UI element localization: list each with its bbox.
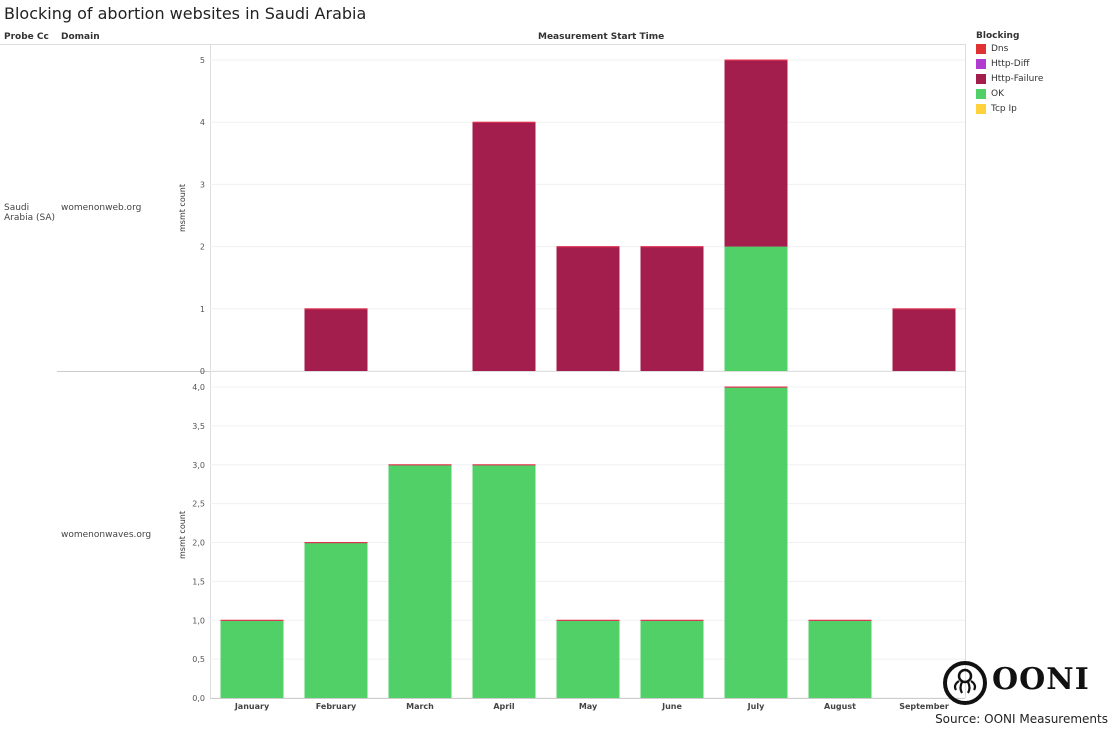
y-tick-label: 3,5	[192, 422, 205, 431]
legend-label: Dns	[991, 44, 1009, 54]
legend-label: OK	[991, 89, 1004, 99]
bar-top-edge	[472, 464, 536, 466]
bar-http-failure-february	[304, 308, 368, 371]
y-tick-label: 1,5	[192, 577, 205, 586]
x-tick-label: March	[406, 702, 434, 711]
header-domain: Domain	[61, 32, 100, 42]
bar-top-edge	[808, 619, 872, 621]
bar-http-failure-may	[556, 246, 620, 371]
bar-ok-august	[808, 620, 872, 698]
x-tick-label: January	[234, 702, 270, 711]
header-measurement-start-time: Measurement Start Time	[538, 32, 665, 42]
bar-http-failure-september	[892, 308, 956, 371]
bar-top-edge	[220, 619, 284, 621]
x-tick-label: May	[579, 702, 598, 711]
y-tick-label: 4	[200, 118, 205, 127]
y-tick-label: 1,0	[192, 616, 205, 625]
y-axis-label: msmt count	[178, 184, 187, 232]
bar-top-edge	[724, 386, 788, 388]
legend-swatch	[976, 74, 986, 84]
y-tick-label: 0,0	[192, 694, 205, 703]
y-axis-label: msmt count	[178, 511, 187, 559]
bar-http-failure-july	[724, 60, 788, 247]
legend-item-tcp-ip[interactable]: Tcp Ip	[976, 104, 1017, 114]
bar-ok-may	[556, 620, 620, 698]
bar-top-edge	[304, 542, 368, 544]
y-tick-label: 0,5	[192, 655, 205, 664]
bar-http-failure-april	[472, 122, 536, 371]
bar-ok-february	[304, 542, 368, 698]
source-note: Source: OONI Measurements	[935, 712, 1108, 726]
bar-top-edge	[892, 308, 956, 310]
y-tick-label: 4,0	[192, 383, 205, 392]
y-tick-label: 5	[200, 56, 205, 65]
legend-swatch	[976, 104, 986, 114]
row-label-domain-1: womenonweb.org	[61, 203, 142, 213]
bar-top-edge	[640, 619, 704, 621]
legend-swatch	[976, 59, 986, 69]
ooni-octopus-logo	[943, 661, 987, 705]
y-tick-label: 0	[200, 367, 205, 376]
legend-swatch	[976, 89, 986, 99]
legend-item-ok[interactable]: OK	[976, 89, 1004, 99]
bar-http-failure-june	[640, 246, 704, 371]
y-tick-label: 2	[200, 243, 205, 252]
y-tick-label: 1	[200, 305, 205, 314]
bar-top-edge	[556, 246, 620, 248]
x-tick-label: February	[316, 702, 357, 711]
y-tick-label: 3,0	[192, 461, 205, 470]
legend-item-dns[interactable]: Dns	[976, 44, 1008, 54]
y-tick-label: 2,0	[192, 539, 205, 548]
ooni-logo-text: OONI	[992, 662, 1090, 697]
bar-top-edge	[472, 121, 536, 123]
header-probe-cc: Probe Cc	[4, 32, 49, 42]
bar-top-edge	[388, 464, 452, 466]
legend-swatch	[976, 44, 986, 54]
legend-item-http-failure[interactable]: Http-Failure	[976, 74, 1043, 84]
bar-ok-july	[724, 387, 788, 698]
x-tick-label: June	[661, 702, 682, 711]
bar-ok-july	[724, 246, 788, 371]
bar-top-edge	[724, 59, 788, 61]
legend-label: Http-Failure	[991, 74, 1044, 84]
bar-ok-march	[388, 464, 452, 698]
bar-top-edge	[304, 308, 368, 310]
bar-top-edge	[556, 619, 620, 621]
row-label-country: Saudi Arabia (SA)	[4, 203, 56, 223]
legend-item-http-diff[interactable]: Http-Diff	[976, 59, 1029, 69]
x-tick-label: September	[899, 702, 949, 711]
x-tick-label: April	[493, 702, 515, 711]
bar-ok-june	[640, 620, 704, 698]
bar-ok-january	[220, 620, 284, 698]
y-tick-label: 2,5	[192, 500, 205, 509]
x-tick-label: August	[824, 702, 856, 711]
bar-ok-april	[472, 464, 536, 698]
x-tick-label: July	[747, 702, 765, 711]
chart-title: Blocking of abortion websites in Saudi A…	[4, 4, 367, 23]
bar-top-edge	[640, 246, 704, 248]
legend-label: Tcp Ip	[991, 104, 1017, 114]
legend-title: Blocking	[976, 31, 1020, 41]
y-tick-label: 3	[200, 180, 205, 189]
row-label-domain-2: womenonwaves.org	[61, 530, 152, 540]
legend-label: Http-Diff	[991, 59, 1030, 69]
